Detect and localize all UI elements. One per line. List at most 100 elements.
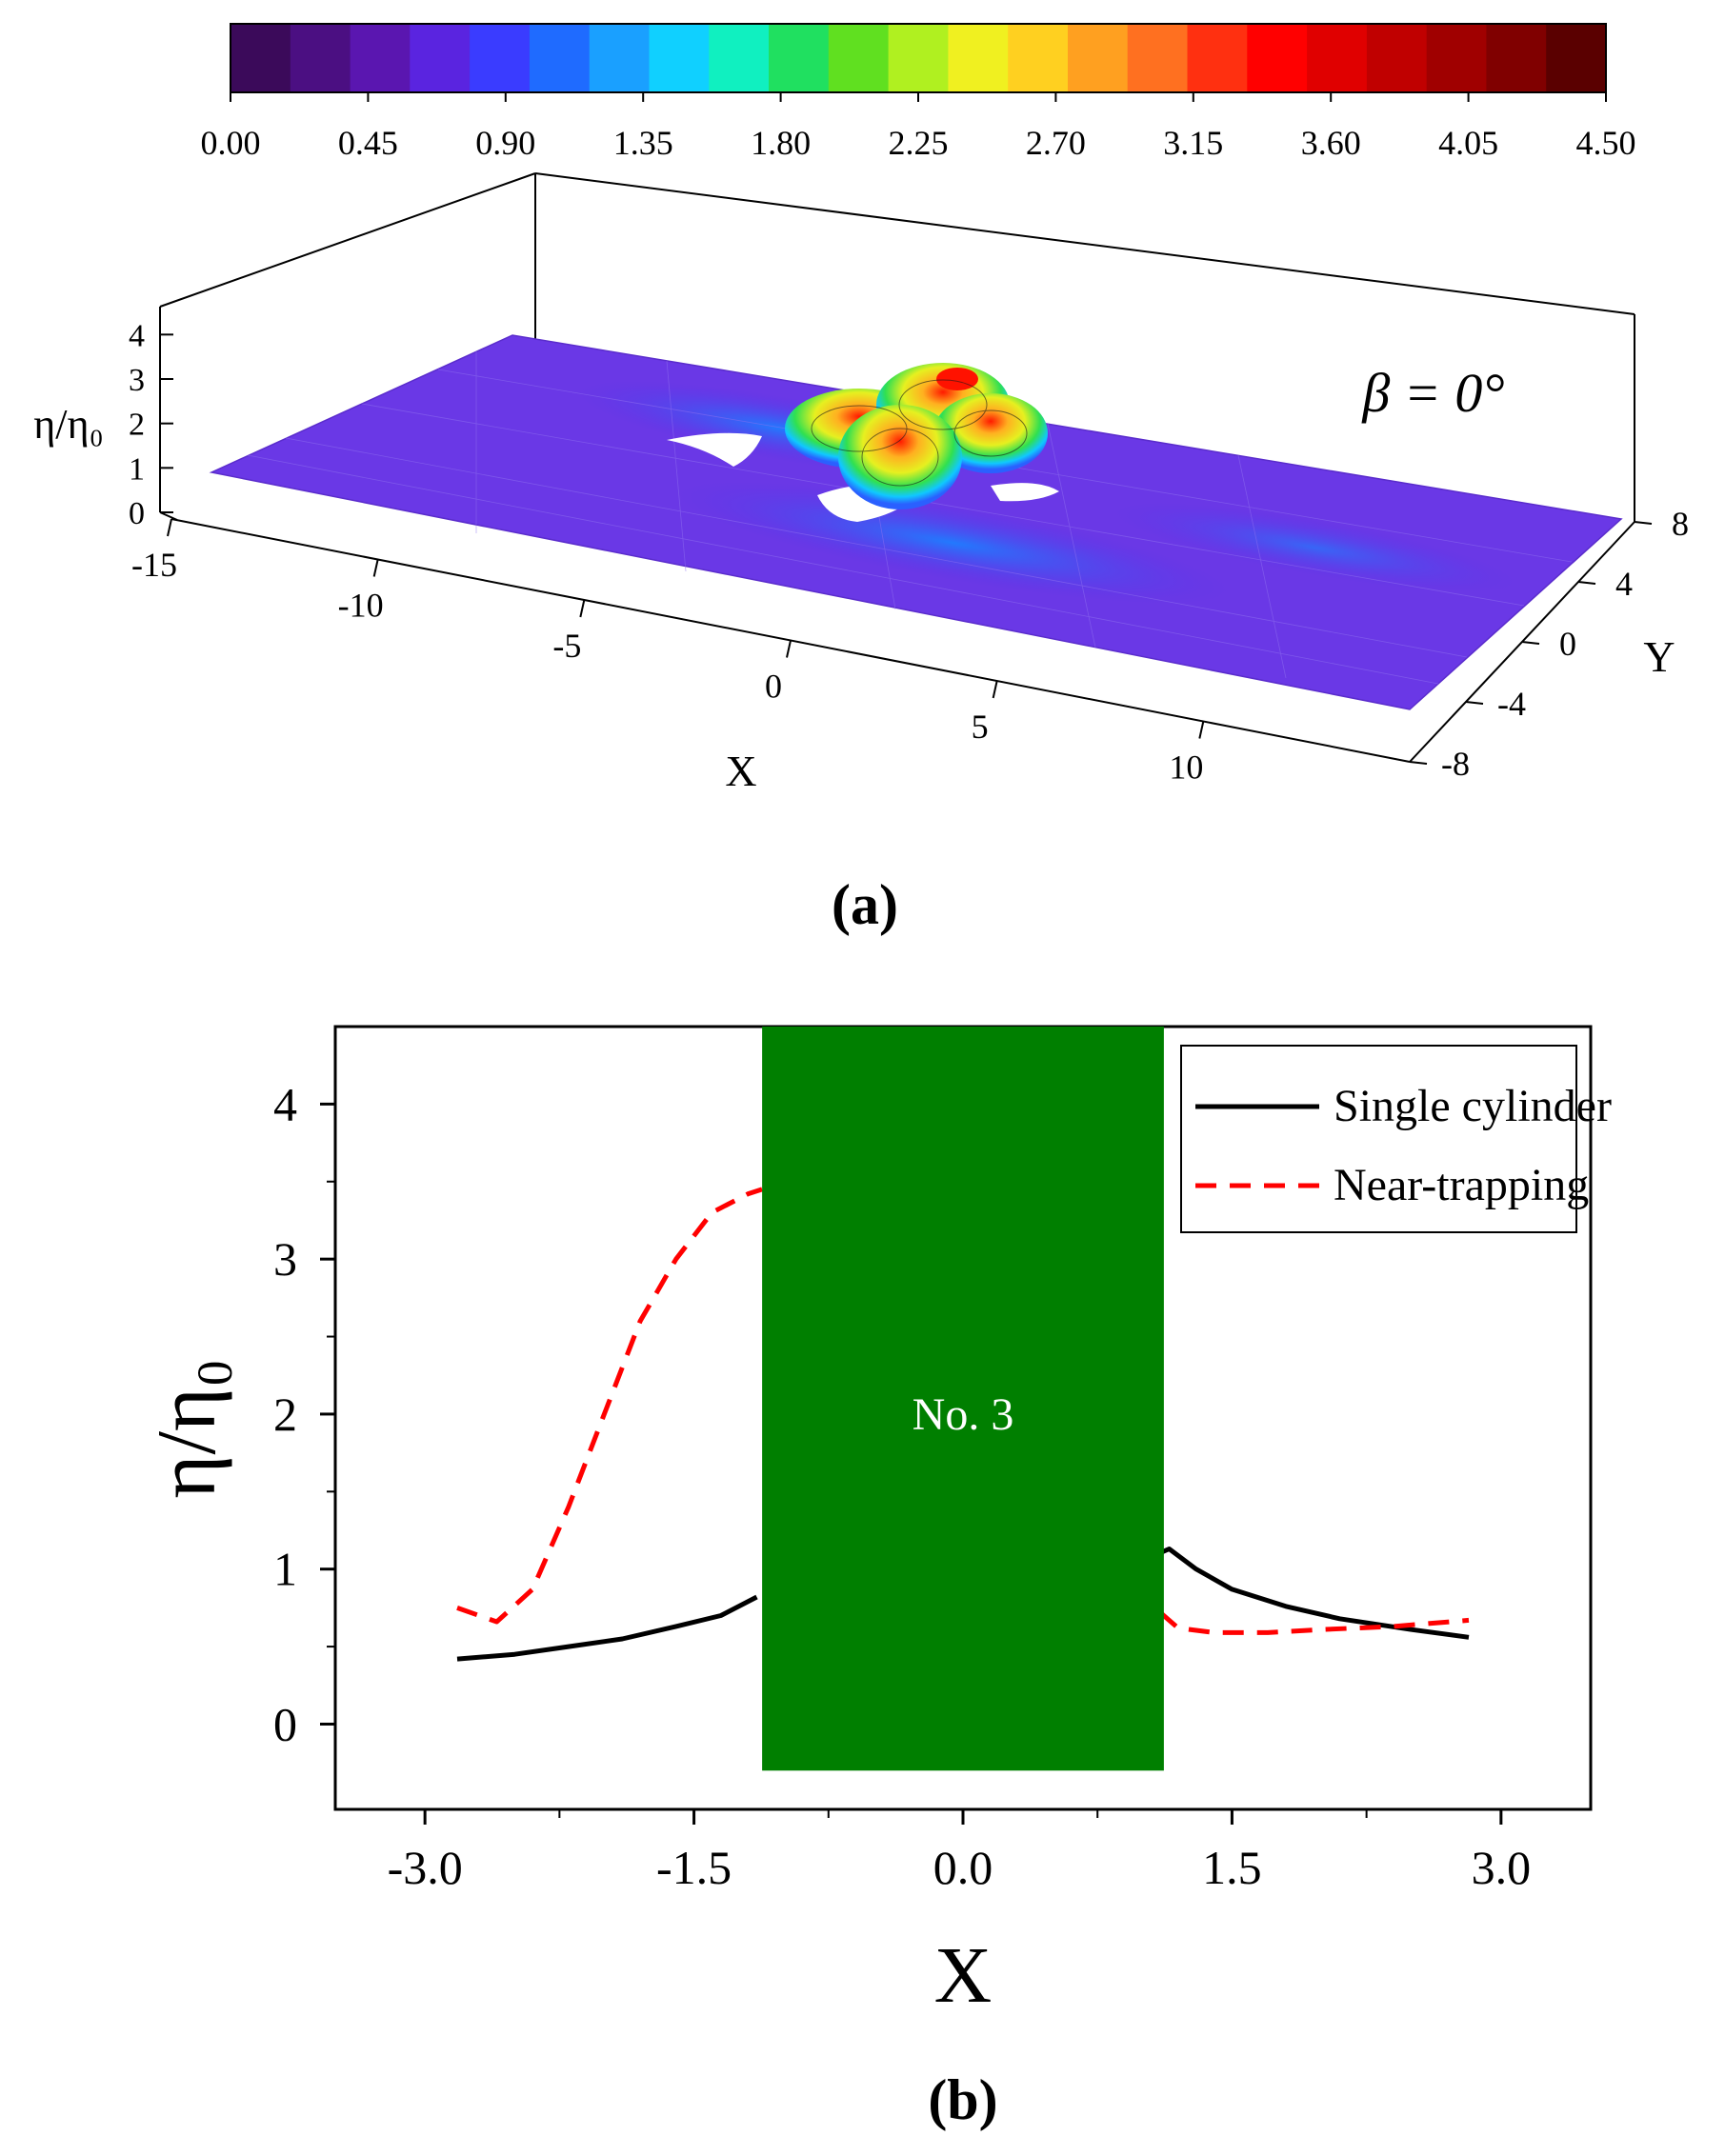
- z-axis-3d-ticks: 0 1 2 3 4: [129, 318, 173, 531]
- y-axis-3d-ticks: 8 4 0 -4 -8: [1409, 505, 1689, 783]
- cylinder-block: No. 3: [762, 1027, 1164, 1771]
- x-3d-tick: [786, 640, 792, 658]
- y-3d-tick-label: -8: [1441, 745, 1470, 783]
- colorbar-segment: [529, 24, 591, 92]
- y-axis-3d-label: Y: [1643, 632, 1675, 681]
- x-tick-label: -3.0: [388, 1841, 463, 1894]
- x-3d-tick-label: -10: [338, 587, 384, 625]
- colorbar-tick-label: 1.35: [613, 124, 673, 162]
- colorbar-segment: [589, 24, 651, 92]
- x-axis-label: X: [934, 1931, 993, 2020]
- panel-a-label: (a): [832, 873, 898, 936]
- z-3d-tick-label: 2: [129, 408, 145, 443]
- surface-mesh: [209, 334, 1623, 710]
- panel-b-label: (b): [928, 2068, 997, 2131]
- legend: Single cylinder Near-trapping: [1180, 1045, 1612, 1233]
- y-tick-label: 0: [273, 1697, 297, 1750]
- z-axis-3d-label: η/η₀: [33, 401, 104, 448]
- colorbar-segment: [828, 24, 890, 92]
- y-3d-tick-label: -4: [1497, 685, 1526, 723]
- near-trapping-line: [1158, 1610, 1470, 1635]
- surface-trough-right: [1108, 501, 1521, 594]
- colorbar-tick-label: 4.05: [1438, 124, 1498, 162]
- panel-b-line-chart: -3.0 -1.5 0.0 1.5 3.0 0 1 2 3 4 No. 3 Single cyli…: [141, 1025, 1612, 2131]
- colorbar-segment: [1008, 24, 1069, 92]
- colorbar-tick-label: 2.70: [1026, 124, 1086, 162]
- z-3d-tick-label: 0: [129, 496, 145, 531]
- cylinder-hole: [991, 483, 1059, 502]
- x-3d-tick-label: -5: [552, 627, 581, 665]
- colorbar: [230, 23, 1607, 93]
- colorbar-tick-label: 0.45: [338, 124, 398, 162]
- cylinder-label: No. 3: [913, 1389, 1014, 1440]
- y-tick-label: 1: [273, 1543, 297, 1596]
- colorbar-segment: [1068, 24, 1129, 92]
- single-cylinder-line: [1150, 1547, 1470, 1640]
- single-cylinder-line: [456, 1594, 758, 1662]
- y-3d-tick: [1634, 521, 1653, 525]
- x-3d-tick: [579, 599, 586, 618]
- colorbar-segment: [1366, 24, 1428, 92]
- y-3d-tick: [1409, 761, 1428, 765]
- y-tick-label: 3: [273, 1232, 297, 1286]
- y-3d-tick-label: 8: [1672, 505, 1689, 543]
- axis-ticks: -3.0 -1.5 0.0 1.5 3.0 0 1 2 3 4: [273, 1077, 1531, 1894]
- peak: [838, 405, 962, 509]
- colorbar-segment: [231, 24, 291, 92]
- y-3d-tick: [1465, 701, 1484, 705]
- beta-annotation: β = 0°: [1361, 362, 1504, 424]
- colorbar-segment: [350, 24, 411, 92]
- colorbar-tick-label: 3.15: [1163, 124, 1223, 162]
- x-3d-tick: [992, 680, 998, 699]
- z-3d-tick-label: 1: [129, 451, 145, 487]
- colorbar-tick-label: 0.00: [201, 124, 261, 162]
- legend-label-single: Single cylinder: [1334, 1081, 1612, 1131]
- colorbar-segment: [1307, 24, 1368, 92]
- colorbar-segment: [1426, 24, 1488, 92]
- colorbar-segment: [470, 24, 531, 92]
- colorbar-segment: [290, 24, 351, 92]
- colorbar-tick-label: 0.90: [475, 124, 535, 162]
- colorbar-tick-label: 2.25: [889, 124, 949, 162]
- colorbar-tick-label: 4.50: [1576, 124, 1636, 162]
- y-3d-tick: [1577, 581, 1596, 585]
- peak-tip: [936, 368, 978, 390]
- y-3d-tick-label: 4: [1615, 565, 1633, 603]
- x-3d-tick: [372, 559, 379, 577]
- x-axis-3d-label: X: [725, 747, 756, 795]
- legend-box: [1180, 1045, 1577, 1233]
- colorbar-segment: [1127, 24, 1189, 92]
- x-3d-tick-label: 10: [1169, 749, 1203, 787]
- colorbar-tick-label: 3.60: [1301, 124, 1361, 162]
- colorbar-segment: [410, 24, 471, 92]
- x-3d-tick-label: 5: [972, 708, 989, 746]
- colorbar-segment: [769, 24, 830, 92]
- surface-trough-lower: [671, 480, 1234, 606]
- x-3d-tick: [167, 518, 172, 537]
- colorbar-segment: [888, 24, 949, 92]
- x-3d-tick: [1198, 721, 1205, 739]
- x-tick-label: 1.5: [1202, 1841, 1262, 1894]
- colorbar-segment: [1486, 24, 1547, 92]
- y-3d-tick: [1521, 641, 1540, 645]
- colorbar-segment: [948, 24, 1009, 92]
- legend-label-near: Near-trapping: [1334, 1160, 1589, 1210]
- peak-contours: [811, 379, 1028, 487]
- y-tick-label: 4: [273, 1077, 297, 1130]
- colorbar-segment: [709, 24, 770, 92]
- y-axis-label: η/η₀: [141, 1358, 233, 1498]
- data-series: [456, 1187, 1470, 1662]
- x-axis-3d-ticks: -15 -10 -5 0 5 10: [131, 518, 1205, 787]
- colorbar-tick-label: 1.80: [751, 124, 811, 162]
- cylinder-hole: [667, 432, 762, 467]
- y-tick-label: 2: [273, 1387, 297, 1441]
- panel-a-surface-plot: 0.00 0.45 0.90 1.35 1.80 2.25 2.70 3.15 3.60 4.05…: [33, 23, 1689, 936]
- colorbar-segment: [1546, 24, 1607, 92]
- y-3d-tick-label: 0: [1559, 625, 1576, 663]
- x-tick-label: 3.0: [1472, 1841, 1532, 1894]
- x-3d-tick-label: 0: [765, 668, 782, 706]
- colorbar-segment: [1187, 24, 1248, 92]
- cylinder-rect: [762, 1027, 1164, 1771]
- x-tick-label: 0.0: [933, 1841, 993, 1894]
